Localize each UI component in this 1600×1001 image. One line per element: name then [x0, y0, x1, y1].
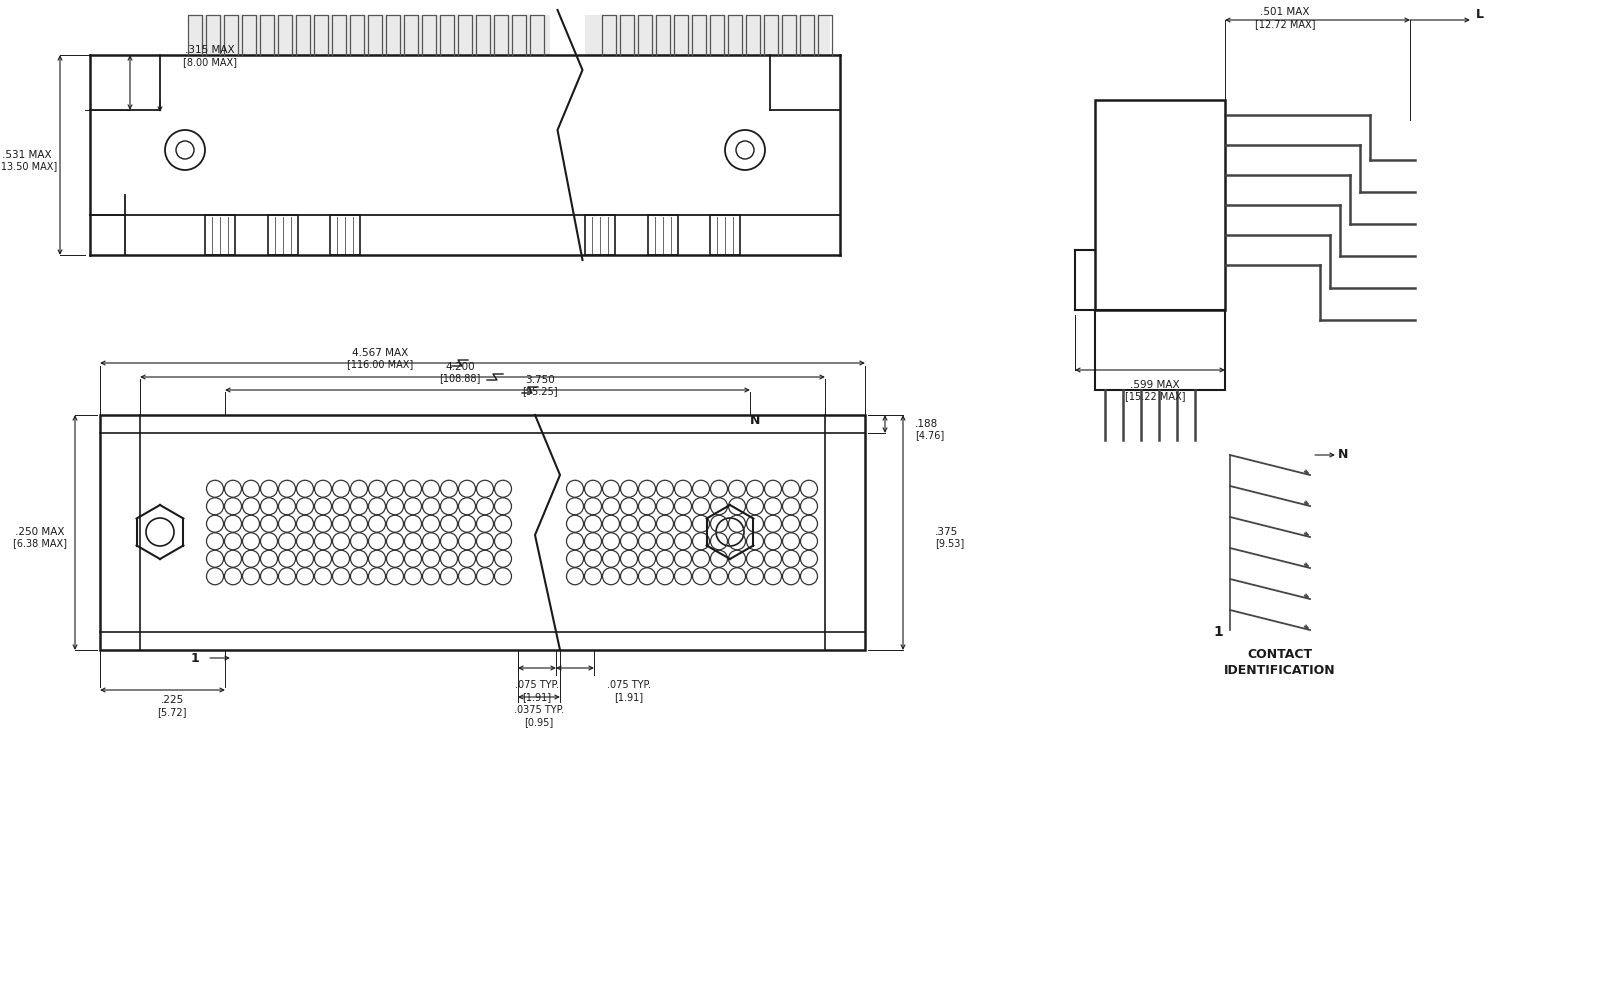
Text: 4.567 MAX: 4.567 MAX: [352, 348, 408, 358]
Text: .250 MAX: .250 MAX: [16, 527, 64, 537]
Text: .0375 TYP.: .0375 TYP.: [514, 705, 565, 715]
Text: [116.00 MAX]: [116.00 MAX]: [347, 359, 413, 369]
Text: .188: .188: [915, 419, 938, 429]
Text: IDENTIFICATION: IDENTIFICATION: [1224, 664, 1336, 677]
Text: [0.95]: [0.95]: [525, 717, 554, 727]
Text: 1: 1: [1213, 625, 1222, 639]
Text: 3.750: 3.750: [525, 375, 555, 385]
Text: [5.72]: [5.72]: [157, 707, 187, 717]
Bar: [1094, 310, 1226, 390]
Bar: [710, 215, 739, 255]
Text: .075 TYP.: .075 TYP.: [515, 680, 558, 690]
Bar: [1094, 100, 1226, 310]
Bar: [269, 215, 298, 255]
Text: [12.72 MAX]: [12.72 MAX]: [1254, 19, 1315, 29]
Text: [1.91]: [1.91]: [523, 692, 552, 702]
Text: [95.25]: [95.25]: [522, 386, 558, 396]
Text: CONTACT: CONTACT: [1248, 649, 1312, 662]
Bar: [189, 15, 550, 55]
Text: .225: .225: [160, 695, 184, 705]
Text: .315 MAX: .315 MAX: [186, 45, 235, 55]
Text: [9.53]: [9.53]: [934, 538, 965, 548]
Text: [8.00 MAX]: [8.00 MAX]: [182, 57, 237, 67]
Text: .531 MAX: .531 MAX: [2, 150, 51, 160]
Text: [6.38 MAX]: [6.38 MAX]: [13, 538, 67, 548]
Text: [108.88]: [108.88]: [440, 373, 480, 383]
Text: L: L: [1475, 8, 1485, 21]
Bar: [99, 415, 866, 650]
Text: [1.91]: [1.91]: [614, 692, 643, 702]
Bar: [205, 215, 235, 255]
Text: .075 TYP.: .075 TYP.: [606, 680, 651, 690]
Bar: [648, 215, 678, 255]
Text: [4.76]: [4.76]: [915, 430, 944, 440]
Text: [15.22 MAX]: [15.22 MAX]: [1125, 391, 1186, 401]
Bar: [330, 215, 360, 255]
Bar: [586, 15, 830, 55]
Text: .501 MAX: .501 MAX: [1261, 7, 1310, 17]
Text: N: N: [750, 413, 760, 426]
Bar: [586, 215, 614, 255]
Text: .375: .375: [934, 527, 958, 537]
Text: .599 MAX: .599 MAX: [1130, 380, 1179, 390]
Text: N: N: [1338, 448, 1349, 461]
Text: 1: 1: [190, 652, 200, 665]
Text: 4.200: 4.200: [445, 362, 475, 372]
Text: [13.50 MAX]: [13.50 MAX]: [0, 161, 58, 171]
